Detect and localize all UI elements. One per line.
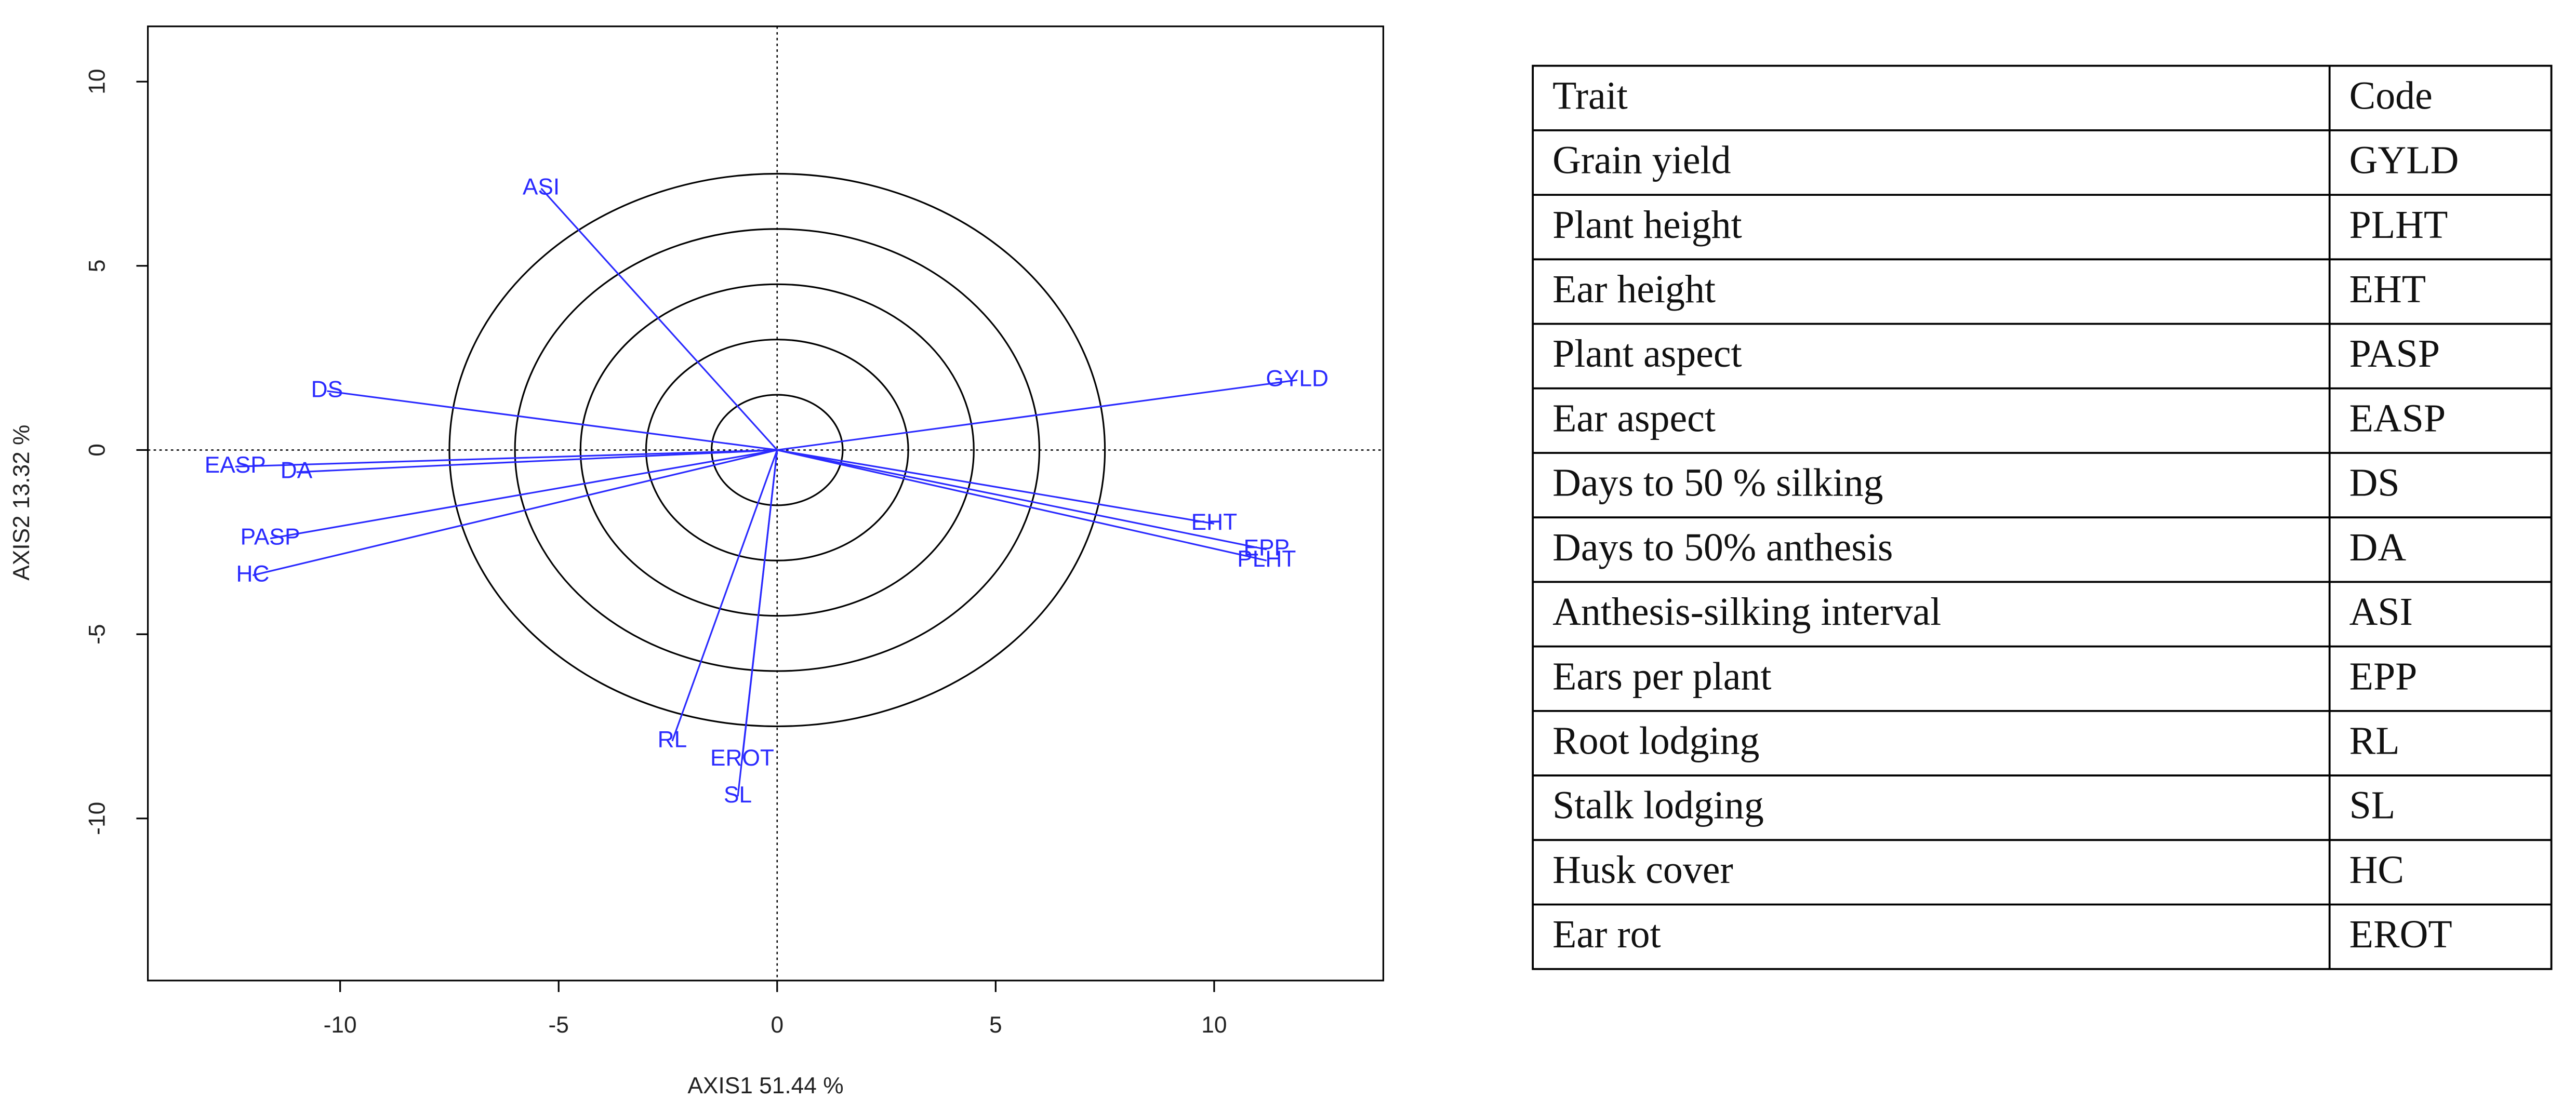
table-cell: Code bbox=[2349, 74, 2433, 117]
y-tick-label: 10 bbox=[84, 69, 110, 95]
plot-frame bbox=[147, 25, 1384, 982]
x-axis-label: AXIS1 51.44 % bbox=[687, 1073, 843, 1098]
vector-label: GYLD bbox=[1266, 366, 1328, 391]
vector-label: DA bbox=[281, 458, 313, 484]
vector-label: RL bbox=[658, 727, 687, 753]
vector bbox=[671, 449, 778, 742]
y-axis-label: AXIS2 13.32 % bbox=[9, 425, 34, 581]
table-cell: Days to 50 % silking bbox=[1552, 461, 1883, 505]
x-tick-label: -10 bbox=[324, 1012, 357, 1038]
table-cell: Plant height bbox=[1552, 203, 1742, 247]
vector bbox=[327, 390, 777, 451]
table-cell: HC bbox=[2349, 848, 2404, 892]
vector bbox=[235, 449, 777, 467]
y-tick-label: -10 bbox=[84, 802, 110, 835]
x-tick-label: 0 bbox=[771, 1012, 784, 1038]
vector-label: EHT bbox=[1191, 510, 1238, 535]
table-cell: Grain yield bbox=[1552, 139, 1731, 182]
vector-label: DS bbox=[311, 377, 343, 403]
table-cell: Ears per plant bbox=[1552, 654, 1771, 698]
table-cell: Ear aspect bbox=[1552, 396, 1716, 440]
vector-label: SL bbox=[724, 782, 752, 808]
circle bbox=[711, 394, 844, 506]
table-cell: Days to 50% anthesis bbox=[1552, 526, 1893, 569]
vector bbox=[777, 449, 1267, 561]
table-cell: Root lodging bbox=[1552, 719, 1759, 763]
table-cell: Stalk lodging bbox=[1552, 784, 1764, 827]
table-cell: Husk cover bbox=[1552, 848, 1733, 892]
table-cell: EASP bbox=[2349, 396, 2446, 440]
vector bbox=[777, 379, 1297, 451]
table-cell: Ear height bbox=[1552, 267, 1716, 311]
table-cell: Plant aspect bbox=[1552, 332, 1742, 376]
x-tick-label: 5 bbox=[989, 1012, 1002, 1038]
vector bbox=[777, 449, 1215, 525]
table-cell: EPP bbox=[2349, 654, 2418, 698]
x-tick-label: 10 bbox=[1201, 1012, 1227, 1038]
y-tick-label: 5 bbox=[84, 259, 110, 272]
table-cell: Anthesis-silking interval bbox=[1552, 590, 1941, 634]
vector bbox=[540, 187, 778, 451]
table-cell: Ear rot bbox=[1552, 913, 1661, 956]
vector bbox=[253, 449, 778, 577]
table-cell: EHT bbox=[2349, 267, 2426, 311]
circle bbox=[514, 228, 1041, 672]
circle bbox=[448, 172, 1106, 728]
vector-label: PLHT bbox=[1237, 546, 1296, 572]
table-cell: RL bbox=[2349, 719, 2400, 763]
table-cell: EROT bbox=[2349, 913, 2452, 956]
vector bbox=[737, 450, 778, 797]
vector bbox=[296, 449, 777, 473]
table-cell: DS bbox=[2349, 461, 2400, 505]
vector-label: HC bbox=[236, 561, 269, 586]
circle bbox=[579, 283, 975, 617]
table-cell: PASP bbox=[2349, 332, 2440, 376]
vector-label: PASP bbox=[241, 524, 300, 550]
table-cell: PLHT bbox=[2349, 203, 2448, 247]
circle bbox=[645, 339, 909, 561]
vector-label: EASP bbox=[205, 452, 266, 478]
y-tick-label: 0 bbox=[84, 444, 110, 457]
vector-label: ASI bbox=[523, 175, 560, 200]
vector bbox=[270, 449, 778, 540]
x-tick-label: -5 bbox=[549, 1012, 569, 1038]
y-tick-label: -5 bbox=[84, 624, 110, 644]
table-cell: Trait bbox=[1552, 74, 1628, 117]
table-cell: DA bbox=[2349, 526, 2407, 569]
table-cell: SL bbox=[2349, 784, 2396, 827]
vector bbox=[777, 449, 1267, 551]
table-cell: GYLD bbox=[2349, 139, 2459, 182]
table-cell: ASI bbox=[2349, 590, 2413, 634]
